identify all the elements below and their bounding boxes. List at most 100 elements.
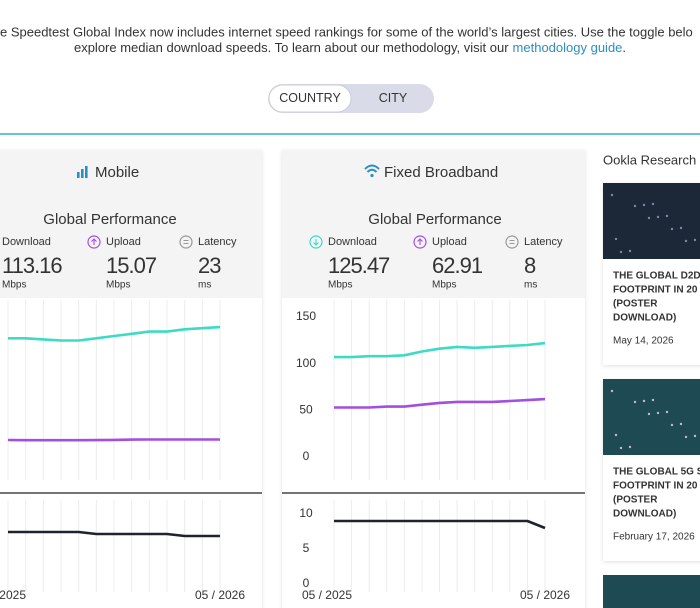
image-dot (647, 412, 651, 416)
y-tick-label: 50 (299, 403, 313, 417)
metric-value: 113.16 (2, 253, 62, 278)
image-dot (679, 226, 683, 230)
intro-line: e Speedtest Global Index now includes in… (0, 24, 693, 39)
metric-unit: Mbps (2, 280, 26, 291)
y-tick-label: 100 (296, 356, 316, 370)
stats-area (0, 150, 262, 298)
metric-icon (91, 238, 97, 245)
article-title: (POSTER (613, 299, 658, 310)
image-dot (670, 423, 674, 427)
x-tick-label: 05 / 2026 (195, 588, 245, 602)
image-dot (693, 238, 697, 242)
article-image (603, 379, 700, 455)
image-dot (647, 216, 651, 220)
y-tick-label: 5 (303, 541, 310, 555)
mobile-icon (85, 166, 88, 178)
y-tick-label: 0 (303, 449, 310, 463)
image-dot (651, 398, 655, 402)
image-dot (642, 399, 646, 403)
metric-label: Download (328, 236, 377, 248)
metric-unit: ms (198, 280, 211, 291)
article-title: DOWNLOAD) (613, 509, 676, 520)
methodology-link[interactable]: methodology guide (513, 40, 623, 55)
metric-label: Download (2, 236, 51, 248)
metric-label: Latency (524, 236, 563, 248)
wifi-icon (370, 173, 374, 178)
image-dot (656, 215, 660, 219)
metric-value: 8 (524, 253, 536, 278)
image-dot (610, 389, 614, 393)
image-dot (670, 227, 674, 231)
mobile-icon (77, 172, 80, 178)
article-title: (POSTER (613, 495, 658, 506)
image-dot (628, 249, 632, 253)
image-dot (693, 434, 697, 438)
panel-subtitle: Global Performance (368, 211, 501, 228)
metric-icon (509, 239, 515, 245)
wifi-icon (364, 164, 380, 173)
panel-subtitle: Global Performance (43, 211, 176, 228)
metric-value: 62.91 (432, 253, 483, 278)
image-dot (614, 237, 618, 241)
y-tick-label: 0 (303, 576, 310, 590)
article-date: May 14, 2026 (613, 336, 674, 347)
image-dot (610, 193, 614, 197)
metric-label: Upload (432, 236, 467, 248)
metric-unit: Mbps (432, 280, 456, 291)
toggle-active (268, 84, 352, 113)
image-dot (633, 204, 637, 208)
metric-icon (413, 235, 427, 249)
image-dot (665, 410, 669, 414)
image-dot (656, 411, 660, 415)
toggle-option[interactable]: CITY (379, 91, 408, 105)
series-line (8, 325, 221, 342)
metric-icon (183, 239, 189, 245)
article-title: THE GLOBAL 5G S (613, 467, 700, 478)
article-title: FOOTPRINT IN 20 (613, 285, 698, 296)
image-dot (679, 422, 683, 426)
article-title: DOWNLOAD) (613, 313, 676, 324)
series-line (334, 397, 546, 409)
intro-line: explore median download speeds. To learn… (74, 40, 626, 55)
image-dot (619, 250, 623, 254)
x-tick-label: 2025 (0, 588, 26, 602)
image-dot (665, 214, 669, 218)
image-dot (628, 445, 632, 449)
article-image (603, 575, 700, 608)
article-title: THE GLOBAL D2D (613, 271, 700, 282)
intro-end: . (622, 40, 626, 55)
metric-icon (313, 239, 319, 246)
image-dot (684, 239, 688, 243)
x-tick-label: 05 / 2026 (520, 588, 570, 602)
metric-icon (309, 235, 323, 249)
article-date: February 17, 2026 (613, 532, 695, 543)
x-tick-label: 05 / 2025 (302, 588, 352, 602)
image-dot (614, 433, 618, 437)
image-dot (642, 203, 646, 207)
metric-icon (417, 238, 423, 245)
series-line (8, 530, 220, 538)
metric-icon (505, 235, 519, 249)
metric-unit: ms (524, 280, 537, 291)
metric-label: Upload (106, 236, 141, 248)
toggle-option[interactable]: COUNTRY (279, 91, 341, 105)
image-dot (684, 435, 688, 439)
article-title: FOOTPRINT IN 20 (613, 481, 698, 492)
y-tick-label: 150 (296, 309, 316, 323)
metric-icon (87, 235, 101, 249)
metric-label: Latency (198, 236, 237, 248)
image-dot (619, 446, 623, 450)
panel-title: Mobile (95, 164, 139, 181)
series-line (334, 341, 546, 359)
research-title: Ookla Research (603, 152, 696, 167)
series-line (7, 438, 220, 442)
panel-title: Fixed Broadband (384, 164, 498, 181)
image-dot (651, 202, 655, 206)
stats-area (282, 150, 585, 298)
series-line (334, 519, 546, 530)
metric-icon (179, 235, 193, 249)
metric-value: 125.47 (328, 253, 390, 278)
y-tick-label: 10 (299, 506, 313, 520)
